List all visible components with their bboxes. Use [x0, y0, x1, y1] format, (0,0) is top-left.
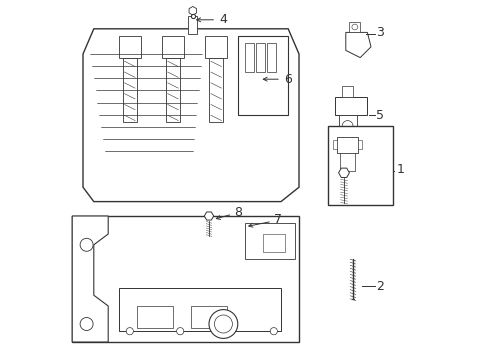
Polygon shape	[83, 29, 299, 202]
Text: 8: 8	[234, 206, 242, 219]
Text: 3: 3	[376, 26, 384, 39]
Circle shape	[352, 24, 358, 30]
Circle shape	[80, 318, 93, 330]
Circle shape	[209, 310, 238, 338]
Bar	[205, 36, 227, 58]
Bar	[209, 58, 223, 122]
Bar	[119, 36, 141, 58]
Bar	[122, 58, 137, 122]
Bar	[333, 140, 337, 149]
Bar	[166, 58, 180, 122]
Polygon shape	[72, 216, 299, 342]
Polygon shape	[72, 216, 108, 342]
Bar	[256, 43, 265, 72]
Bar	[337, 137, 358, 153]
Bar	[245, 43, 254, 72]
Bar	[267, 43, 275, 72]
Polygon shape	[204, 212, 214, 220]
Circle shape	[342, 121, 353, 131]
Text: 2: 2	[376, 280, 384, 293]
Bar	[263, 234, 285, 252]
Bar	[349, 22, 360, 32]
Circle shape	[126, 328, 133, 335]
Bar	[162, 36, 184, 58]
Bar	[335, 97, 368, 115]
Bar	[342, 86, 353, 97]
Text: 1: 1	[396, 163, 404, 176]
Bar	[191, 306, 227, 328]
Circle shape	[176, 328, 184, 335]
Circle shape	[270, 328, 277, 335]
Bar	[137, 306, 173, 328]
Text: 7: 7	[274, 213, 282, 226]
Circle shape	[215, 315, 232, 333]
Bar	[119, 288, 281, 331]
Polygon shape	[339, 168, 349, 177]
Bar	[189, 16, 197, 34]
Bar	[358, 140, 362, 149]
Text: 4: 4	[220, 13, 228, 26]
Bar	[245, 223, 295, 259]
Bar	[238, 36, 288, 115]
Bar	[339, 115, 357, 137]
Text: 5: 5	[376, 109, 384, 122]
Circle shape	[80, 238, 93, 251]
Polygon shape	[346, 32, 371, 58]
Bar	[328, 126, 392, 205]
Polygon shape	[189, 6, 196, 15]
Text: 6: 6	[285, 73, 293, 86]
Bar	[341, 153, 355, 171]
